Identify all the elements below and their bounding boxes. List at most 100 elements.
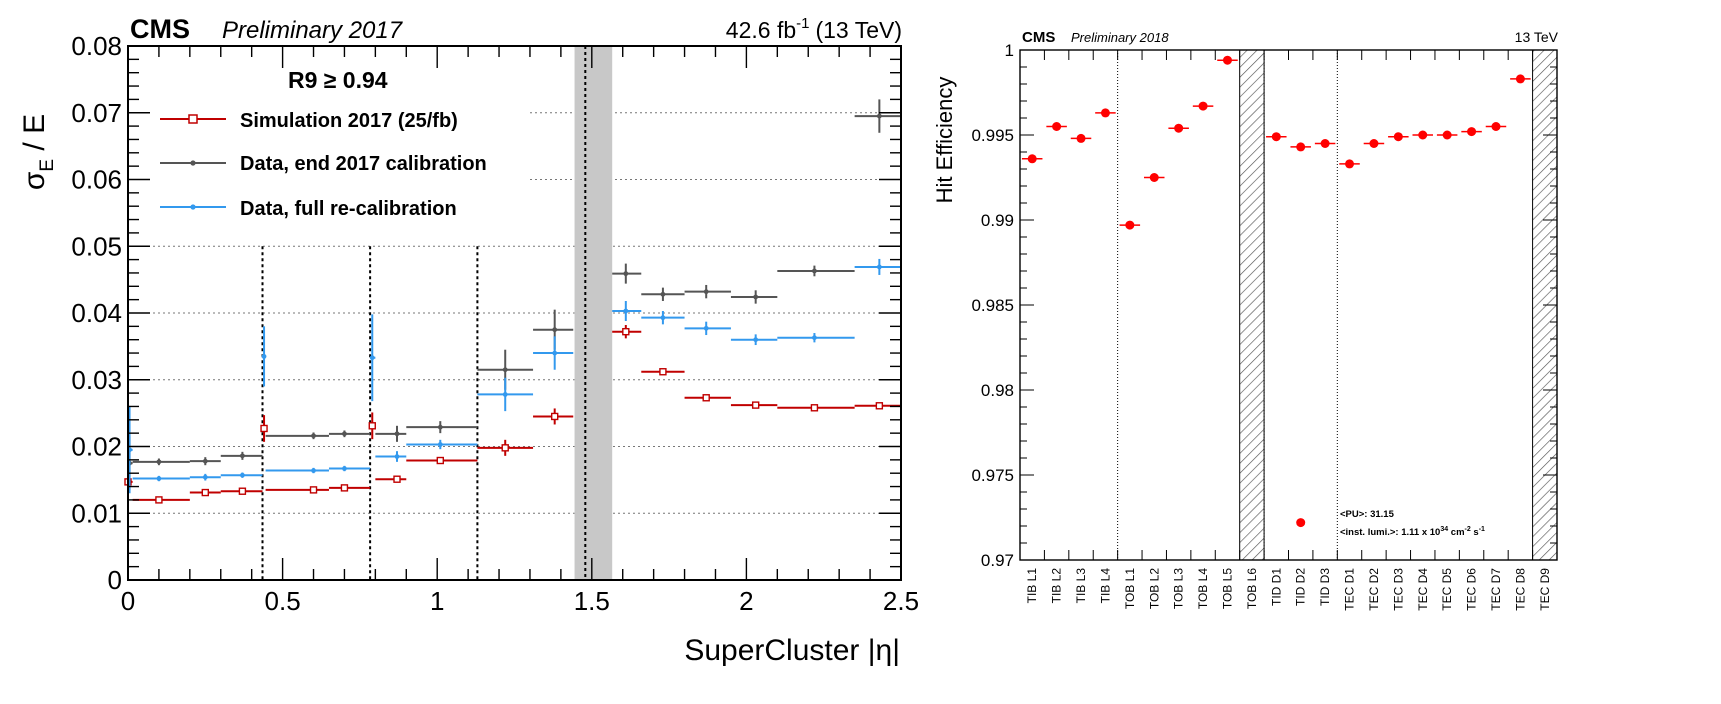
marker [1271,132,1281,142]
y-tick-label: 0 [108,565,122,595]
efficiency-point [1119,220,1141,230]
marker [311,433,316,439]
marker [201,488,210,497]
pu-annotation: <PU>: 31.15 [1340,509,1395,520]
data-point [777,333,855,343]
marker [753,294,759,300]
y-tick-label: 0.98 [981,381,1014,400]
data-point [612,300,642,322]
marker [261,353,267,359]
layer-label: TID D1 [1269,568,1283,606]
marker [309,486,318,494]
marker [501,444,509,452]
marker [552,327,558,333]
layer-label: TEC D9 [1538,568,1552,611]
plot-frame [1019,49,1558,561]
data-point [369,314,376,402]
y-tick-label: 0.02 [71,432,122,462]
y-tick-labels: 0.97 0.975 0.98 0.985 0.99 0.995 1 [971,41,1014,570]
y-tick-label: 0.99 [981,211,1014,230]
data-point [641,310,685,325]
marker [238,487,247,495]
data-point [189,457,221,466]
x-tick-label: 2.5 [883,586,919,616]
layer-label: TID D2 [1294,568,1308,606]
marker [155,496,163,504]
efficiency-point [1339,159,1360,169]
y-tick-label: 0.03 [71,365,122,395]
x-tick-label: 0 [121,586,135,616]
legend-entry-simulation: Simulation 2017 (25/fb) [160,110,458,132]
efficiency-points [1021,55,1531,528]
marker [394,431,400,437]
data-point [854,258,901,275]
marker [436,456,444,465]
data-point [132,458,190,466]
marker [1442,130,1452,140]
marker [1076,133,1086,143]
data-point [777,265,855,277]
series-0 [124,325,901,506]
efficiency-point [1095,108,1116,118]
marker [812,268,817,274]
marker [703,289,709,295]
y-tick-label: 1 [1005,41,1014,60]
layer-label: TOB L5 [1220,568,1234,609]
efficiency-point [1046,122,1067,131]
data-point [777,404,855,412]
marker [240,472,245,478]
data-point [265,486,329,494]
layer-label: TIB L2 [1050,568,1064,604]
layer-label: TOB L1 [1123,568,1137,609]
marker [437,442,443,447]
legend: R9 ≥ 0.94 Simulation 2017 (25/fb) Data, … [160,67,487,220]
data-point [261,326,267,387]
efficiency-point [1412,130,1434,140]
marker [1100,108,1110,118]
marker [660,291,666,297]
marker [393,475,401,483]
efficiency-point [1436,130,1458,140]
data-point [375,475,407,483]
layer-label: TEC D2 [1367,568,1381,611]
y-axis-label: σE / E [18,114,58,190]
series-1 [127,99,901,490]
data-point [612,325,642,339]
marker [1125,220,1135,230]
marker [342,466,347,471]
extra-marker [1296,518,1306,528]
efficiency-point [1070,133,1092,143]
data-point [368,412,376,440]
marker [311,468,316,473]
marker [1345,159,1355,169]
layer-label: TEC D4 [1416,568,1430,611]
legend-entry-end2017: Data, end 2017 calibration [160,153,487,175]
marker [502,367,508,373]
marker [875,402,884,410]
data-point [328,465,371,472]
data-point [132,475,190,482]
x-tick-label: 0.5 [265,586,301,616]
efficiency-point [1192,101,1214,111]
layer-label: TOB L4 [1196,568,1210,609]
data-point [641,368,685,376]
y-tick-labels: 0 0.01 0.02 0.03 0.04 0.05 0.06 0.07 0.08 [71,31,122,595]
layer-label: TOB L3 [1172,568,1186,609]
axes [127,45,902,581]
data-point [375,451,407,462]
y-tick-label: 0.975 [971,466,1014,485]
legend-entry-recalibration: Data, full re-calibration [160,198,457,220]
status-label: Preliminary 2017 [222,17,404,44]
marker [753,337,759,343]
efficiency-point [1266,132,1287,142]
energy-label: 13 TeV [1515,29,1559,45]
marker [437,424,443,430]
marker [622,327,630,336]
layer-label: TEC D8 [1513,568,1527,611]
marker [369,355,375,361]
data-point [406,456,478,465]
marker [659,368,667,376]
marker [502,392,508,397]
marker [1296,142,1306,152]
